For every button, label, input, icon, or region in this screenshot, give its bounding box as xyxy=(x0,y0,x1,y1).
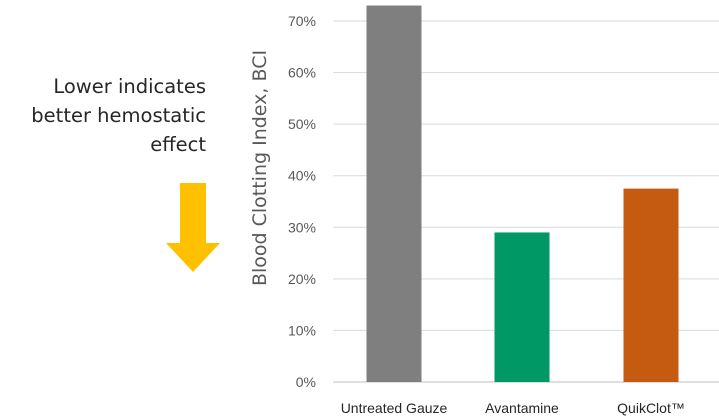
annotation-note: Lower indicates better hemostatic effect xyxy=(10,72,206,159)
x-category-label: QuikClot™ xyxy=(617,400,685,416)
annotation-line-2: better hemostatic xyxy=(31,104,206,127)
y-tick-label: 10% xyxy=(288,322,316,338)
down-arrow-icon xyxy=(166,183,220,272)
annotation-line-1: Lower indicates xyxy=(53,75,206,98)
y-tick-label: 70% xyxy=(288,13,316,29)
bar-untreated-gauze xyxy=(366,5,422,383)
y-tick-label: 30% xyxy=(288,219,316,235)
y-tick-label: 60% xyxy=(288,65,316,81)
y-tick-label: 40% xyxy=(288,168,316,184)
bar-quikclot xyxy=(623,188,679,382)
y-tick-label: 50% xyxy=(288,116,316,132)
y-tick-label: 0% xyxy=(296,374,316,390)
x-category-label: Avantamine xyxy=(485,400,559,416)
annotation-line-3: effect xyxy=(150,133,206,156)
y-tick-label: 20% xyxy=(288,271,316,287)
bar-avantamine xyxy=(494,232,550,382)
x-category-label: Untreated Gauze xyxy=(341,400,448,416)
y-axis-title: Blood Clotting Index, BCI xyxy=(249,50,271,286)
